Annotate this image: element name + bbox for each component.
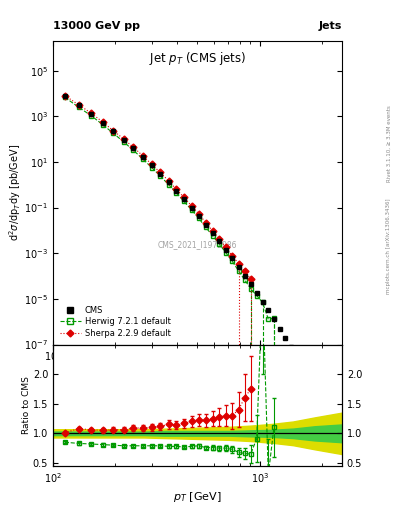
X-axis label: $p_T$ [GeV]: $p_T$ [GeV] xyxy=(173,490,222,504)
Text: mcplots.cern.ch [arXiv:1306.3436]: mcplots.cern.ch [arXiv:1306.3436] xyxy=(386,198,391,293)
Y-axis label: Ratio to CMS: Ratio to CMS xyxy=(22,376,31,434)
Y-axis label: d$^2\sigma$/dp$_T$dy [pb/GeV]: d$^2\sigma$/dp$_T$dy [pb/GeV] xyxy=(7,144,23,241)
Text: CMS_2021_I1972986: CMS_2021_I1972986 xyxy=(158,240,237,249)
Legend: CMS, Herwig 7.2.1 default, Sherpa 2.2.9 default: CMS, Herwig 7.2.1 default, Sherpa 2.2.9 … xyxy=(57,303,173,340)
Text: Jet $p_T$ (CMS jets): Jet $p_T$ (CMS jets) xyxy=(149,50,246,67)
Text: 13000 GeV pp: 13000 GeV pp xyxy=(53,20,140,31)
Text: Rivet 3.1.10, ≥ 3.3M events: Rivet 3.1.10, ≥ 3.3M events xyxy=(386,105,391,182)
Text: Jets: Jets xyxy=(319,20,342,31)
